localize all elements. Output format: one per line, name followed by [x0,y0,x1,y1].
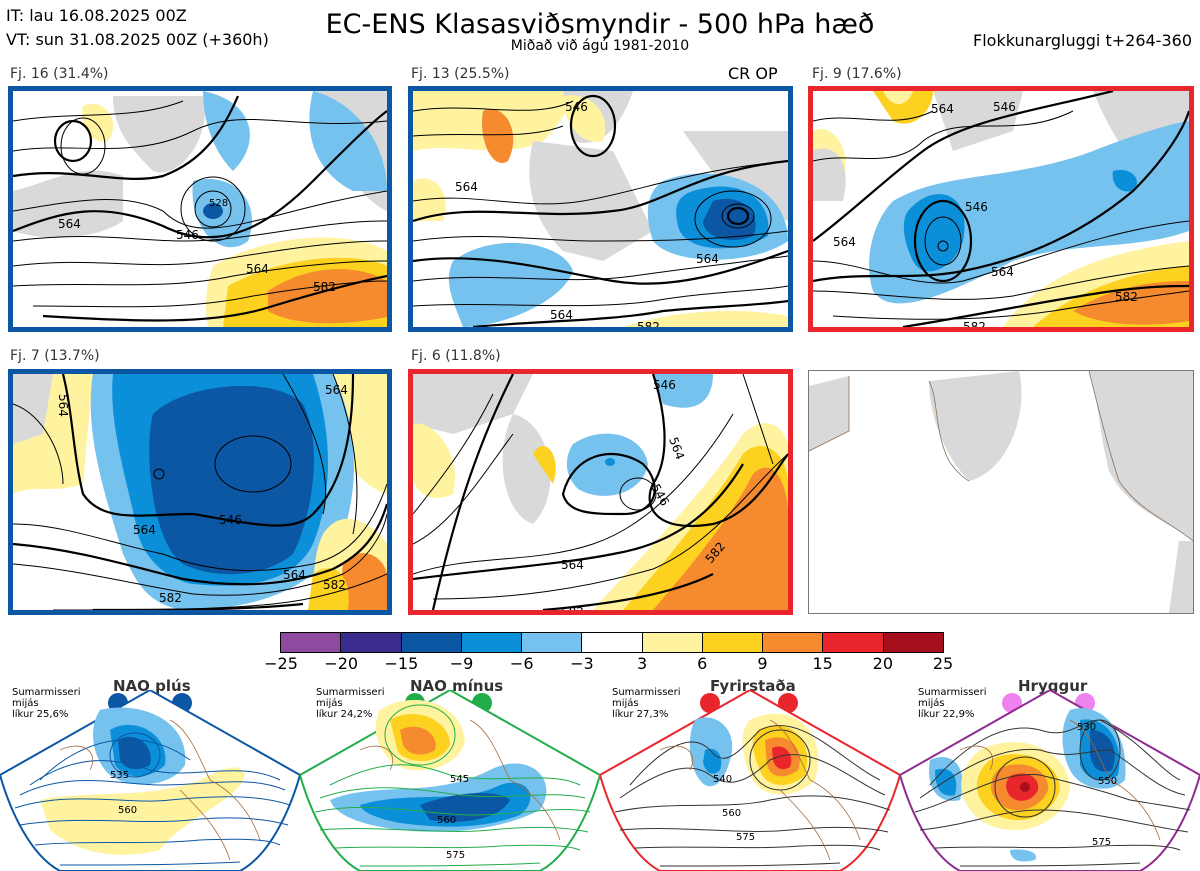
page-title: EC-ENS Klasasviðsmyndir - 500 hPa hæð [325,9,875,40]
panel-label-4: Fj. 7 (13.7%) [10,348,100,364]
colorbar-cell [522,633,583,652]
panel-label-2: Fj. 13 (25.5%) [411,66,510,82]
contour-label: 546 [993,100,1016,114]
contour-label: 564 [696,252,719,266]
colorbar [280,632,944,653]
cluster-map-2[interactable]: 546 564 564 564 582 [408,86,793,332]
valid-time: VT: sun 31.08.2025 00Z (+360h) [6,30,269,49]
contour-label: 564 [561,558,584,572]
colorbar-tick-label: 3 [636,654,648,673]
contour-label: 582 [1115,290,1138,304]
contour-label: 564 [283,568,306,582]
climate-reference: Miðað við ágú 1981-2010 [510,38,690,54]
colorbar-tick-label: −20 [324,654,359,673]
contour-label: 564 [931,102,954,116]
contour-label: 546 [565,100,588,114]
contour-label: 546 [176,228,199,242]
regime-text-3: Sumarmisseri mijás líkur 27,3% [612,687,681,720]
cluster-map-4[interactable]: 564 564 546 564 564 582 582 [8,369,392,615]
regime-text-4: Sumarmisseri mijás líkur 22,9% [918,687,987,720]
colorbar-tick-label: −25 [264,654,298,673]
contour-label: 582 [637,320,660,327]
contour-label: 530 [1077,722,1096,733]
colorbar-tick-label: 15 [812,654,833,673]
colorbar-cell [281,633,342,652]
colorbar-tick-label: −6 [509,654,534,673]
colorbar-cell [823,633,884,652]
contour-label: 545 [450,774,469,785]
regime-map-blocking[interactable]: 540 560 575 [600,690,900,871]
colorbar-cell [642,633,703,652]
colorbar-tick-label: 6 [697,654,708,673]
regime-title-nao-minus: NAO mínus [410,677,504,695]
regime-text-1: Sumarmisseri mijás líkur 25,6% [12,687,81,720]
panel-label-3: Fj. 9 (17.6%) [812,66,902,82]
contour-label: 546 [219,513,242,527]
regime-title-nao-plus: NAO plús [113,677,191,695]
contour-label: 564 [991,265,1014,279]
colorbar-cell [341,633,402,652]
colorbar-tick-label: −15 [384,654,419,673]
contour-label: 582 [561,605,584,610]
colorbar-cell [582,633,643,652]
colorbar-tick-label: 9 [757,654,768,673]
cluster-map-5-svg: 546 564 546 564 582 582 [413,374,788,610]
contour-label: 564 [455,180,478,194]
colorbar-cell [702,633,764,652]
colorbar-cell [883,633,943,652]
regime-title-blocking: Fyrirstaða [710,677,796,695]
contour-label: 564 [833,235,856,249]
colorbar-tick-label: −3 [570,654,594,673]
contour-label: 582 [159,591,182,605]
colorbar-cell [763,633,824,652]
colorbar-tick-label: 20 [872,654,893,673]
cluster-map-2-svg: 546 564 564 564 582 [413,91,788,327]
panel-label-5: Fj. 6 (11.8%) [411,348,501,364]
initial-time: IT: lau 16.08.2025 00Z [6,6,187,25]
contour-label: 535 [110,770,129,781]
contour-label: 564 [246,262,269,276]
contour-label: 564 [133,523,156,537]
empty-base-map [808,370,1194,614]
contour-label: 560 [118,805,137,816]
regime-map-nao-minus[interactable]: 545 560 575 [300,690,600,871]
cluster-map-1-svg: 564 546 528 564 582 [13,91,387,327]
contour-label: 575 [736,832,755,843]
contour-label: 560 [437,815,456,826]
contour-label: 546 [965,200,988,214]
cluster-map-3[interactable]: 564 546 564 546 564 582 582 [808,86,1194,332]
regime-text-2: Sumarmisseri mijás líkur 24,2% [316,687,385,720]
contour-label: 564 [56,394,70,417]
contour-label: 564 [58,217,81,231]
panel-label-1: Fj. 16 (31.4%) [10,66,109,82]
contour-label: 582 [963,320,986,327]
regime-map-ridge[interactable]: 530 550 575 [900,690,1200,871]
contour-label: 550 [1098,776,1117,787]
contour-label: 564 [325,383,348,397]
contour-label: 560 [722,808,741,819]
cluster-map-5[interactable]: 546 564 546 564 582 582 [408,369,793,615]
contour-label: 582 [313,280,336,294]
cluster-map-4-svg: 564 564 546 564 564 582 582 [13,374,387,610]
control-operational-tag: CR OP [728,64,778,83]
colorbar-tick-label: 25 [932,654,954,673]
contour-label: 528 [209,198,228,209]
cluster-map-3-svg: 564 546 564 546 564 582 582 [813,91,1189,327]
regime-title-ridge: Hryggur [1018,677,1088,695]
colorbar-cell [461,633,523,652]
regime-dot-icon [700,693,720,713]
contour-label: 546 [653,378,676,392]
classification-window: Flokkunargluggi t+264-360 [973,31,1192,50]
contour-label: 564 [550,308,573,322]
contour-label: 564 [666,435,687,461]
colorbar-tick-label: −9 [449,654,474,673]
empty-base-map-svg [809,371,1193,613]
cluster-map-1[interactable]: 564 546 528 564 582 [8,86,392,332]
regime-map-nao-plus[interactable]: 535 560 [0,690,300,871]
colorbar-cell [401,633,462,652]
contour-label: 582 [323,578,346,592]
contour-label: 540 [713,774,732,785]
contour-label: 575 [446,850,465,861]
contour-label: 575 [1092,837,1111,848]
